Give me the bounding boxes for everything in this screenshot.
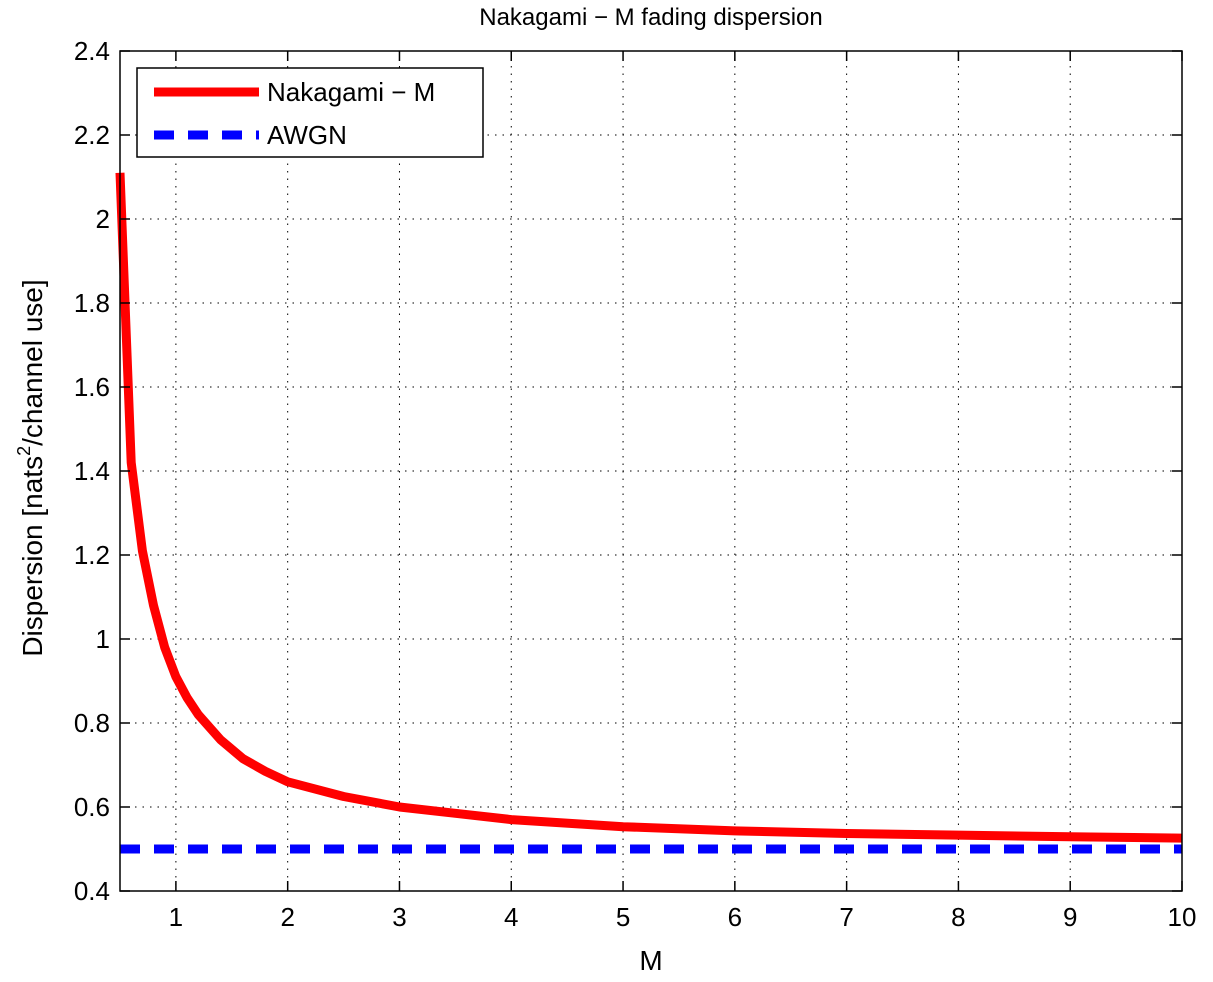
y-axis-label: Dispersion [nats2/channel use] bbox=[14, 279, 48, 656]
y-tick-label: 1.6 bbox=[74, 372, 110, 402]
y-tick-label: 1.8 bbox=[74, 288, 110, 318]
y-tick-label: 1.4 bbox=[74, 456, 110, 486]
y-tick-label: 0.6 bbox=[74, 792, 110, 822]
series-layer bbox=[115, 172, 1183, 854]
y-tick-label: 2 bbox=[96, 204, 110, 234]
y-tick-label: 0.8 bbox=[74, 708, 110, 738]
y-tick-label: 2.4 bbox=[74, 36, 110, 66]
x-tick-label: 8 bbox=[951, 902, 965, 932]
y-tick-label: 0.4 bbox=[74, 876, 110, 906]
legend-label: Nakagami − M bbox=[267, 77, 435, 107]
x-tick-label: 2 bbox=[280, 902, 294, 932]
x-axis-label: M bbox=[639, 945, 662, 976]
y-axis-label-superscript: 2 bbox=[14, 446, 34, 456]
legend: Nakagami − M AWGN bbox=[136, 67, 484, 158]
grid bbox=[120, 50, 1183, 892]
x-tick-label: 1 bbox=[169, 902, 183, 932]
axis-ticks: 1 2 3 4 5 6 7 8 9 10 0.4 0.6 0.8 1 1.2 1.4 1.6 1.8 2 2.2 2.4 bbox=[74, 36, 1197, 932]
x-tick-label: 4 bbox=[504, 902, 518, 932]
x-tick-label: 5 bbox=[616, 902, 630, 932]
x-tick-label: 3 bbox=[392, 902, 406, 932]
chart-title: Nakagami − M fading dispersion bbox=[479, 4, 823, 31]
x-tick-label: 7 bbox=[839, 902, 853, 932]
y-axis-label-main: Dispersion [nats bbox=[17, 456, 48, 657]
y-axis-label-tail: /channel use] bbox=[17, 279, 48, 446]
series-line-nakagami-m bbox=[115, 172, 1183, 843]
legend-box bbox=[136, 67, 484, 158]
x-tick-label: 6 bbox=[728, 902, 742, 932]
y-tick-label: 2.2 bbox=[74, 120, 110, 150]
axes-frame bbox=[119, 50, 1183, 892]
y-tick-label: 1 bbox=[96, 624, 110, 654]
x-tick-label: 10 bbox=[1168, 902, 1197, 932]
y-tick-label: 1.2 bbox=[74, 540, 110, 570]
legend-label: AWGN bbox=[267, 120, 347, 150]
x-tick-label: 9 bbox=[1063, 902, 1077, 932]
